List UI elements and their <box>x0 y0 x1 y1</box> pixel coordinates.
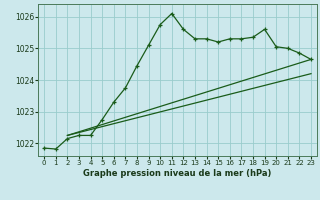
X-axis label: Graphe pression niveau de la mer (hPa): Graphe pression niveau de la mer (hPa) <box>84 169 272 178</box>
